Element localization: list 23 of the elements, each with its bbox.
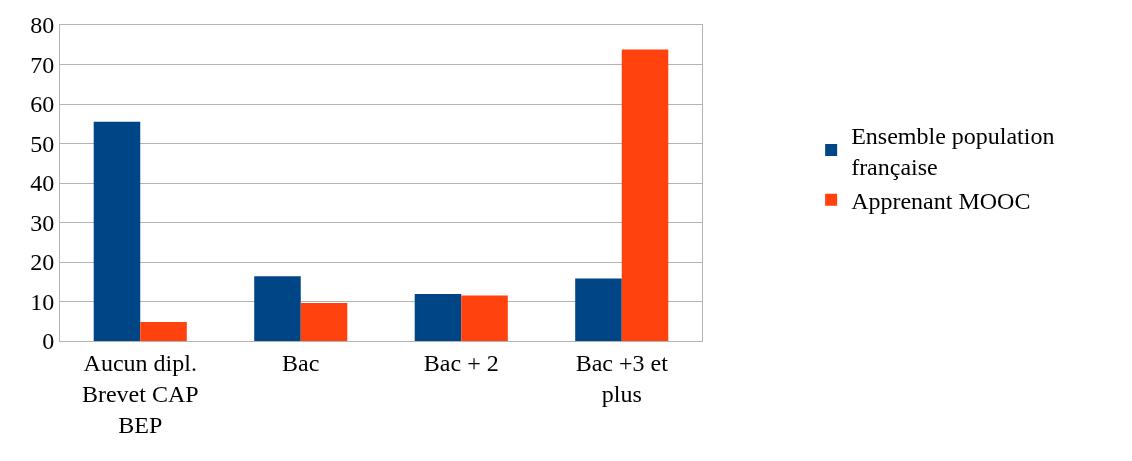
x-tick-label: Aucun dipl. Brevet CAP BEP	[81, 349, 199, 439]
y-tick-label: 50	[30, 130, 55, 157]
bar	[254, 276, 301, 341]
bar	[414, 294, 462, 341]
x-tick-label: Bac	[282, 349, 320, 376]
x-tick-label: Bac +3 et plus	[575, 349, 669, 407]
legend-label: Apprenant MOOC	[851, 188, 1031, 215]
x-tick-label: Bac + 2	[423, 349, 499, 376]
bar	[93, 121, 141, 341]
y-tick-label: 20	[30, 249, 55, 276]
y-tick-label: 40	[30, 170, 55, 197]
bar	[140, 322, 187, 341]
y-tick-label: 0	[42, 328, 55, 355]
bar	[300, 303, 348, 341]
y-tick-label: 10	[30, 288, 55, 315]
y-tick-label: 80	[30, 12, 55, 39]
bar	[621, 49, 669, 341]
y-tick-label: 60	[30, 91, 55, 118]
bar	[575, 278, 622, 341]
y-tick-label: 70	[30, 51, 55, 78]
y-tick-label: 30	[30, 209, 55, 236]
legend-label: Ensemble population française	[851, 122, 1055, 180]
bar	[461, 295, 508, 341]
